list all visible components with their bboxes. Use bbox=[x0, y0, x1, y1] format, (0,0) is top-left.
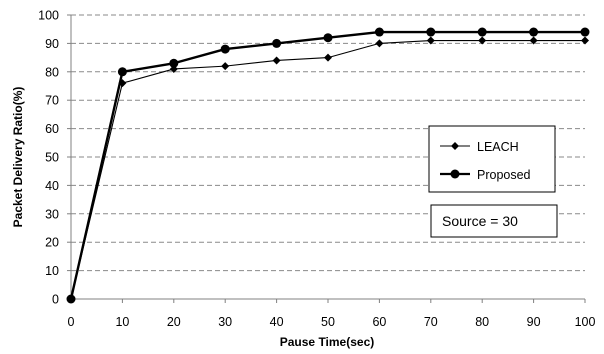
y-tick-label: 70 bbox=[45, 94, 59, 108]
y-axis-title: Packet Delivery Ratio(%) bbox=[11, 87, 25, 228]
x-tick-labels: 0 10 20 30 40 50 60 70 80 90 100 bbox=[68, 315, 596, 329]
point-proposed-40 bbox=[272, 38, 282, 48]
point-proposed-50 bbox=[323, 33, 333, 43]
legend-box bbox=[428, 125, 556, 193]
point-leach-100 bbox=[581, 36, 589, 45]
point-proposed-90 bbox=[529, 27, 539, 37]
x-tick-label: 100 bbox=[575, 315, 596, 329]
y-tick-labels: 0 10 20 30 40 50 60 70 80 90 100 bbox=[38, 9, 59, 307]
point-leach-70 bbox=[426, 36, 435, 45]
x-tick-label: 30 bbox=[218, 315, 232, 329]
point-leach-80 bbox=[478, 36, 487, 45]
x-tick-label: 40 bbox=[270, 315, 284, 329]
x-tick-label: 50 bbox=[321, 315, 335, 329]
point-proposed-80 bbox=[477, 27, 487, 37]
y-tick-label: 90 bbox=[45, 37, 59, 51]
x-tick-label: 60 bbox=[372, 315, 386, 329]
y-tick-label: 30 bbox=[45, 207, 59, 221]
annotation-box: Source = 30 bbox=[430, 204, 558, 238]
legend-marker-proposed bbox=[450, 169, 460, 179]
point-leach-50 bbox=[324, 53, 332, 62]
y-tick-label: 80 bbox=[45, 65, 59, 79]
x-tick-label: 70 bbox=[424, 315, 438, 329]
y-tick-label: 60 bbox=[45, 122, 59, 136]
y-tick-label: 50 bbox=[45, 151, 59, 165]
point-leach-30 bbox=[221, 62, 230, 71]
x-tick-label: 80 bbox=[475, 315, 489, 329]
point-proposed-0 bbox=[66, 294, 76, 304]
y-tick-label: 0 bbox=[52, 293, 59, 307]
legend-marker-leach bbox=[451, 142, 459, 150]
legend-label-leach: LEACH bbox=[477, 140, 519, 154]
annotation-border bbox=[430, 204, 558, 238]
annotation-text: Source = 30 bbox=[442, 213, 518, 229]
point-proposed-60 bbox=[374, 27, 384, 37]
x-tick-label: 20 bbox=[167, 315, 181, 329]
y-tick-label: 100 bbox=[38, 9, 59, 23]
y-tick-label: 20 bbox=[45, 236, 59, 250]
x-tick-label: 0 bbox=[68, 315, 75, 329]
y-tick-label: 40 bbox=[45, 179, 59, 193]
axes bbox=[67, 14, 586, 303]
legend: LEACH Proposed bbox=[428, 125, 556, 193]
x-axis-title: Pause Time(sec) bbox=[280, 335, 375, 349]
point-proposed-30 bbox=[220, 44, 230, 54]
point-proposed-100 bbox=[580, 27, 590, 37]
x-tick-label: 90 bbox=[527, 315, 541, 329]
legend-label-proposed: Proposed bbox=[477, 168, 531, 182]
y-tick-label: 10 bbox=[45, 264, 59, 278]
point-proposed-20 bbox=[169, 58, 179, 68]
point-proposed-10 bbox=[117, 67, 127, 77]
point-leach-60 bbox=[375, 39, 384, 48]
point-proposed-70 bbox=[426, 27, 436, 37]
point-leach-40 bbox=[272, 56, 281, 65]
x-tick-label: 10 bbox=[115, 315, 129, 329]
point-leach-90 bbox=[529, 36, 538, 45]
series-group bbox=[66, 27, 590, 304]
